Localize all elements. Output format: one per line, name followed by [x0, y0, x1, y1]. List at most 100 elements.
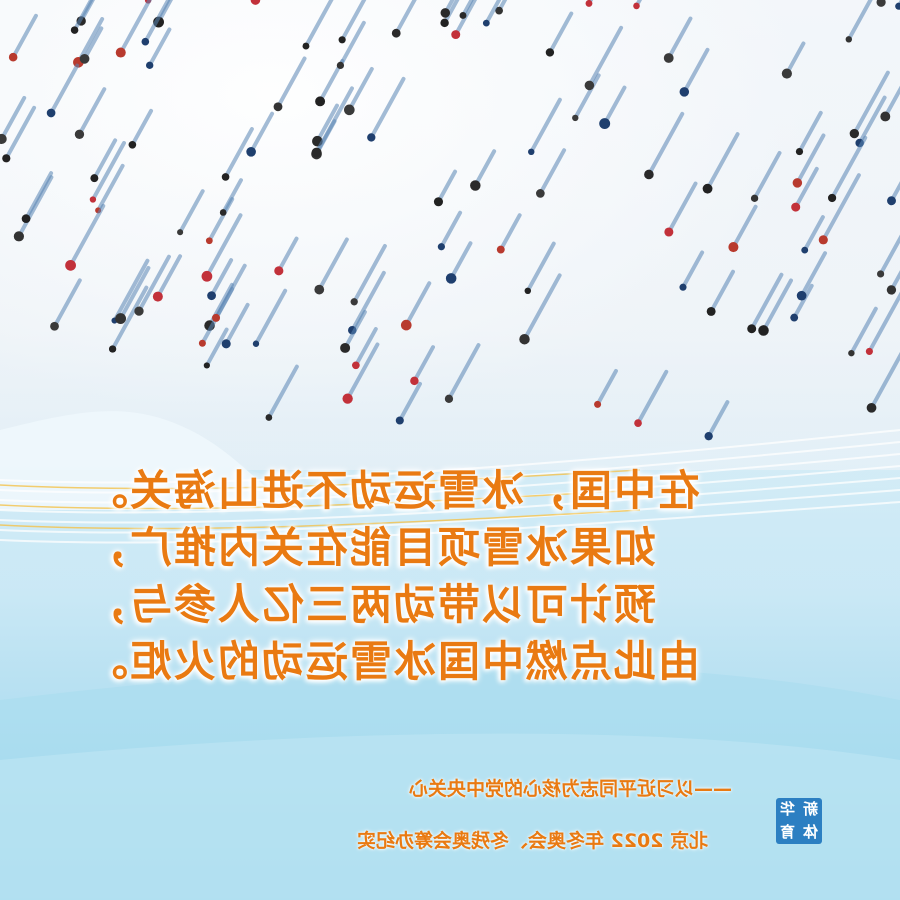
skier-shadow [878, 234, 900, 276]
skier [845, 36, 853, 43]
skier [758, 325, 769, 336]
skier [594, 400, 602, 408]
skier-shadow [587, 25, 624, 88]
skier-shadow [449, 241, 473, 281]
skier [704, 431, 713, 441]
skier [524, 287, 532, 295]
skier [545, 48, 555, 57]
skier-shadow [343, 309, 367, 350]
skier-shadow [681, 250, 705, 290]
skier-shadow [353, 327, 378, 368]
skier [440, 18, 449, 28]
skier-shadow [797, 110, 823, 154]
skiers-layer [0, 0, 900, 441]
skier [252, 340, 260, 347]
skier [750, 194, 759, 202]
skier-shadow [52, 278, 82, 329]
skier [792, 178, 803, 188]
skier-shadow [214, 263, 247, 320]
skier [2, 154, 11, 163]
skier [895, 2, 900, 10]
snow-slope-photo [0, 0, 900, 470]
skier-shadow [68, 203, 106, 268]
skier-shadow [636, 369, 669, 426]
skier-shadow [497, 0, 508, 13]
skier-shadow [439, 210, 463, 249]
skier [338, 36, 346, 44]
skier-shadow [276, 236, 299, 273]
skier-shadow [340, 0, 367, 42]
skier-shadow [4, 105, 37, 161]
skier [246, 146, 256, 157]
skier-shadow [792, 283, 814, 320]
skier-shadow [77, 87, 107, 137]
skier [444, 394, 454, 403]
logo-char: 华 [780, 800, 796, 818]
skier-shadow [525, 241, 556, 293]
skier [207, 291, 216, 301]
skier-shadow [178, 189, 205, 235]
skier [108, 345, 117, 353]
skier [274, 266, 284, 276]
skier-shadow [204, 327, 229, 368]
skier [887, 196, 896, 206]
skier-shadow [666, 181, 698, 235]
skier-shadow [731, 204, 758, 250]
skier [795, 147, 804, 156]
skier-shadow [82, 26, 104, 61]
skier-shadow [253, 288, 288, 346]
skier [65, 259, 76, 271]
skier [336, 61, 345, 70]
skier [141, 37, 150, 46]
skier [791, 202, 801, 212]
skier [340, 342, 351, 353]
skier-shadow [404, 281, 432, 328]
skier [470, 180, 481, 191]
skier-shadow [460, 0, 474, 18]
skier [663, 53, 674, 63]
skier [865, 347, 873, 356]
main-quote: 在中国，冰雪运动不进山海关。 如果冰雪项目能在关内推广， 预计可以带动两三亿人参… [84, 462, 804, 690]
skier-shadow [96, 163, 125, 213]
skier-shadow [846, 0, 873, 42]
skier [46, 108, 56, 118]
xinhua-sports-logo: 新 华 体 育 [776, 798, 822, 844]
skier-shadow [857, 95, 887, 145]
skier-shadow [130, 108, 154, 147]
skier [115, 313, 127, 324]
skier-shadow [249, 111, 275, 154]
logo-char: 新 [803, 800, 819, 818]
skier [219, 209, 227, 216]
skier-shadow [795, 133, 826, 185]
skier [265, 414, 273, 421]
skier [528, 148, 535, 156]
skier [115, 47, 126, 58]
skier-shadow [646, 111, 685, 177]
skier [90, 174, 99, 183]
skier-shadow [883, 85, 900, 119]
skier-shadow [223, 127, 254, 179]
skier [302, 42, 310, 50]
skier [410, 376, 419, 386]
skier [400, 319, 412, 331]
skier [459, 12, 467, 19]
skier [679, 283, 687, 291]
skier-shadow [350, 270, 386, 333]
skier-shadow [224, 302, 250, 346]
skier-shadow [266, 364, 299, 420]
quote-line-3: 预计可以带动两三亿人参与， [84, 580, 657, 629]
skier-shadow [821, 173, 861, 242]
skier [70, 26, 79, 34]
skier-shadow [573, 73, 601, 120]
skier-shadow [889, 181, 900, 203]
skier [198, 339, 206, 347]
skier-shadow [394, 0, 417, 36]
skier [728, 242, 739, 253]
skier [849, 128, 860, 139]
skier-shadow [118, 265, 151, 321]
skier-shadow [867, 291, 900, 354]
skier-shadow [473, 149, 497, 188]
quote-line-1: 在中国，冰雪运动不进山海关。 [84, 466, 701, 515]
skier-shadow [749, 272, 784, 331]
skier [827, 193, 837, 203]
